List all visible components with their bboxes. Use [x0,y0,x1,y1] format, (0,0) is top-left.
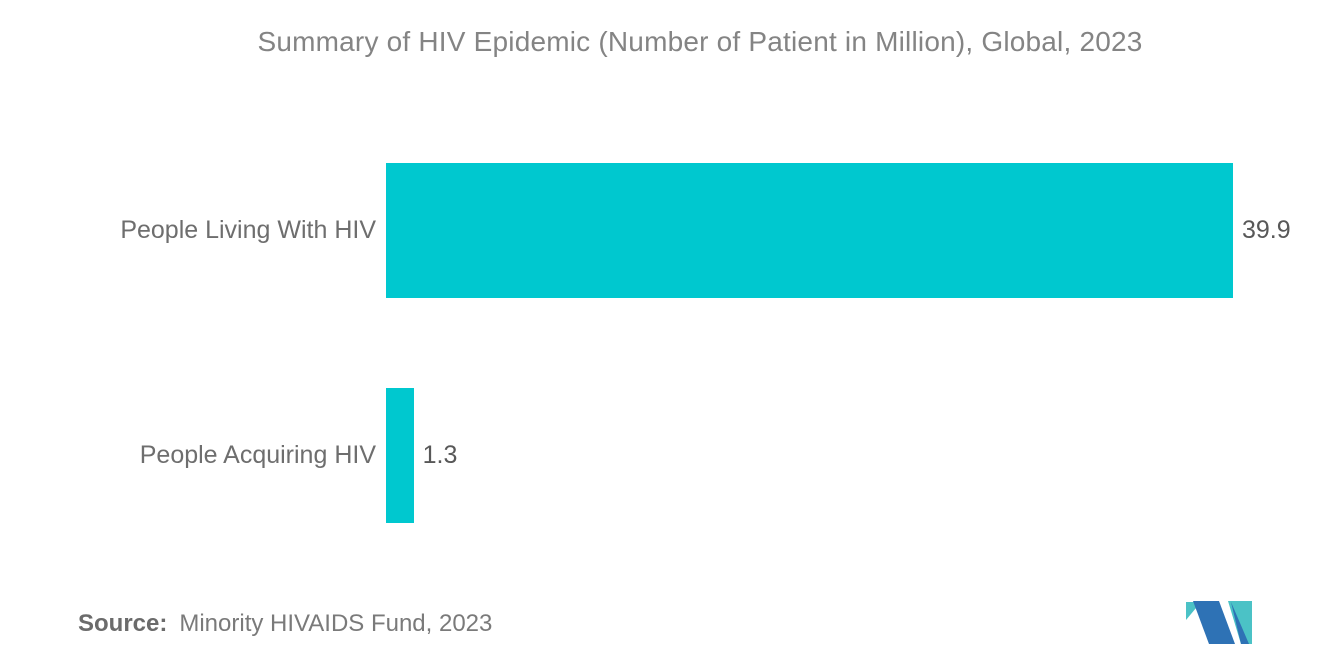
bar-track: 1.3 [386,388,1320,523]
source-line: Source: Minority HIVAIDS Fund, 2023 [78,610,492,638]
category-label-people-acquiring-hiv: People Acquiring HIV [139,441,376,469]
value-label-people-acquiring-hiv: 1.3 [422,441,458,469]
mordor-intelligence-logo [1186,601,1252,644]
logo-blue-band [1193,601,1235,644]
bar-row: People Living With HIV 39.9 [0,163,1320,298]
chart-title: Summary of HIV Epidemic (Number of Patie… [257,26,1143,57]
category-label-people-living-with-hiv: People Living With HIV [120,216,376,244]
bar-people-acquiring-hiv [386,388,414,523]
bar-track: 39.9 [386,163,1320,298]
bar-row: People Acquiring HIV 1.3 [0,388,1320,523]
source-label: Source: [78,610,168,637]
logo-blue-triangle [1231,602,1249,644]
value-label-people-living-with-hiv: 39.9 [1241,216,1291,244]
bar-people-living-with-hiv [386,163,1233,298]
source-text: Minority HIVAIDS Fund, 2023 [179,610,493,637]
